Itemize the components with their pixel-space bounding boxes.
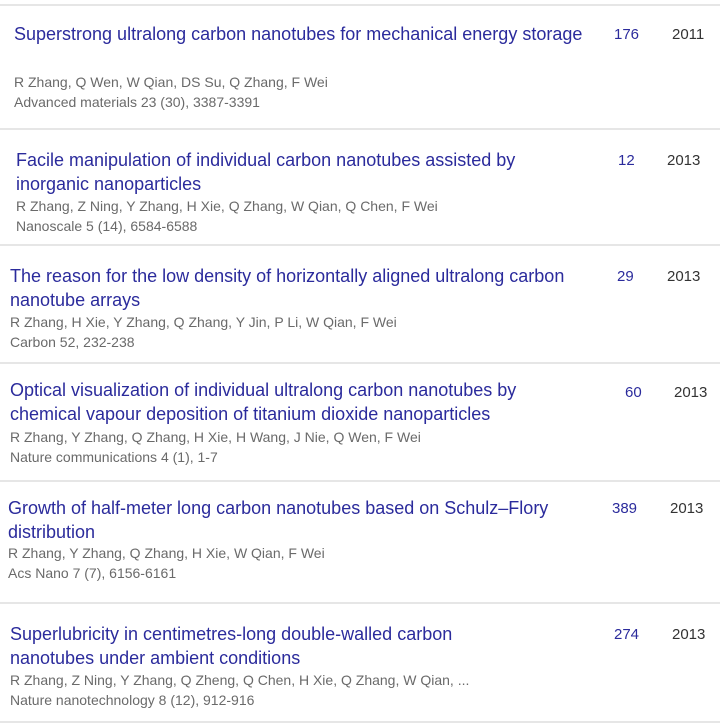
publication-title[interactable]: The reason for the low density of horizo… [10,266,565,310]
publication-year: 2013 [667,152,701,169]
publication-authors: R Zhang, Y Zhang, Q Zhang, H Xie, W Qian… [8,545,325,561]
publication-venue: Nature communications 4 (1), 1-7 [10,449,218,465]
publication-title[interactable]: Optical visualization of individual ultr… [10,380,517,424]
publication-year: 2013 [674,384,708,401]
publication-venue: Carbon 52, 232-238 [10,334,135,350]
publication-row: Growth of half-meter long carbon nanotub… [0,480,720,598]
cited-by-count[interactable]: 389 [612,500,638,517]
cited-by-count[interactable]: 12 [618,152,635,169]
publication-row: Facile manipulation of individual carbon… [0,128,720,244]
cited-by-count[interactable]: 29 [617,268,634,285]
cited-by-count[interactable]: 176 [614,26,640,43]
publication-authors: R Zhang, Z Ning, Y Zhang, Q Zheng, Q Che… [10,672,470,688]
publication-venue: Advanced materials 23 (30), 3387-3391 [14,94,260,110]
publication-row: Superlubricity in centimetres-long doubl… [0,602,720,723]
cited-by-count[interactable]: 60 [625,384,642,401]
publication-authors: R Zhang, Y Zhang, Q Zhang, H Xie, H Wang… [10,429,421,445]
publication-authors: R Zhang, Q Wen, W Qian, DS Su, Q Zhang, … [14,74,328,90]
publication-authors: R Zhang, Z Ning, Y Zhang, H Xie, Q Zhang… [16,198,438,214]
publication-title[interactable]: Growth of half-meter long carbon nanotub… [8,498,549,542]
publication-venue: Acs Nano 7 (7), 6156-6161 [8,565,177,581]
publication-year: 2013 [667,268,701,285]
publication-title[interactable]: Facile manipulation of individual carbon… [16,150,516,194]
publication-year: 2011 [672,26,705,43]
publication-year: 2013 [672,626,706,643]
publication-venue: Nanoscale 5 (14), 6584-6588 [16,218,198,234]
publication-title[interactable]: Superstrong ultralong carbon nanotubes f… [14,24,583,44]
cited-by-count[interactable]: 274 [614,626,640,643]
publication-venue: Nature nanotechnology 8 (12), 912-916 [10,692,255,708]
publication-row: Superstrong ultralong carbon nanotubes f… [0,4,720,124]
divider [0,721,720,723]
publication-row: Optical visualization of individual ultr… [0,362,720,480]
publication-row: The reason for the low density of horizo… [0,244,720,362]
publication-authors: R Zhang, H Xie, Y Zhang, Q Zhang, Y Jin,… [10,314,397,330]
publication-year: 2013 [670,500,704,517]
publication-title[interactable]: Superlubricity in centimetres-long doubl… [10,624,453,668]
